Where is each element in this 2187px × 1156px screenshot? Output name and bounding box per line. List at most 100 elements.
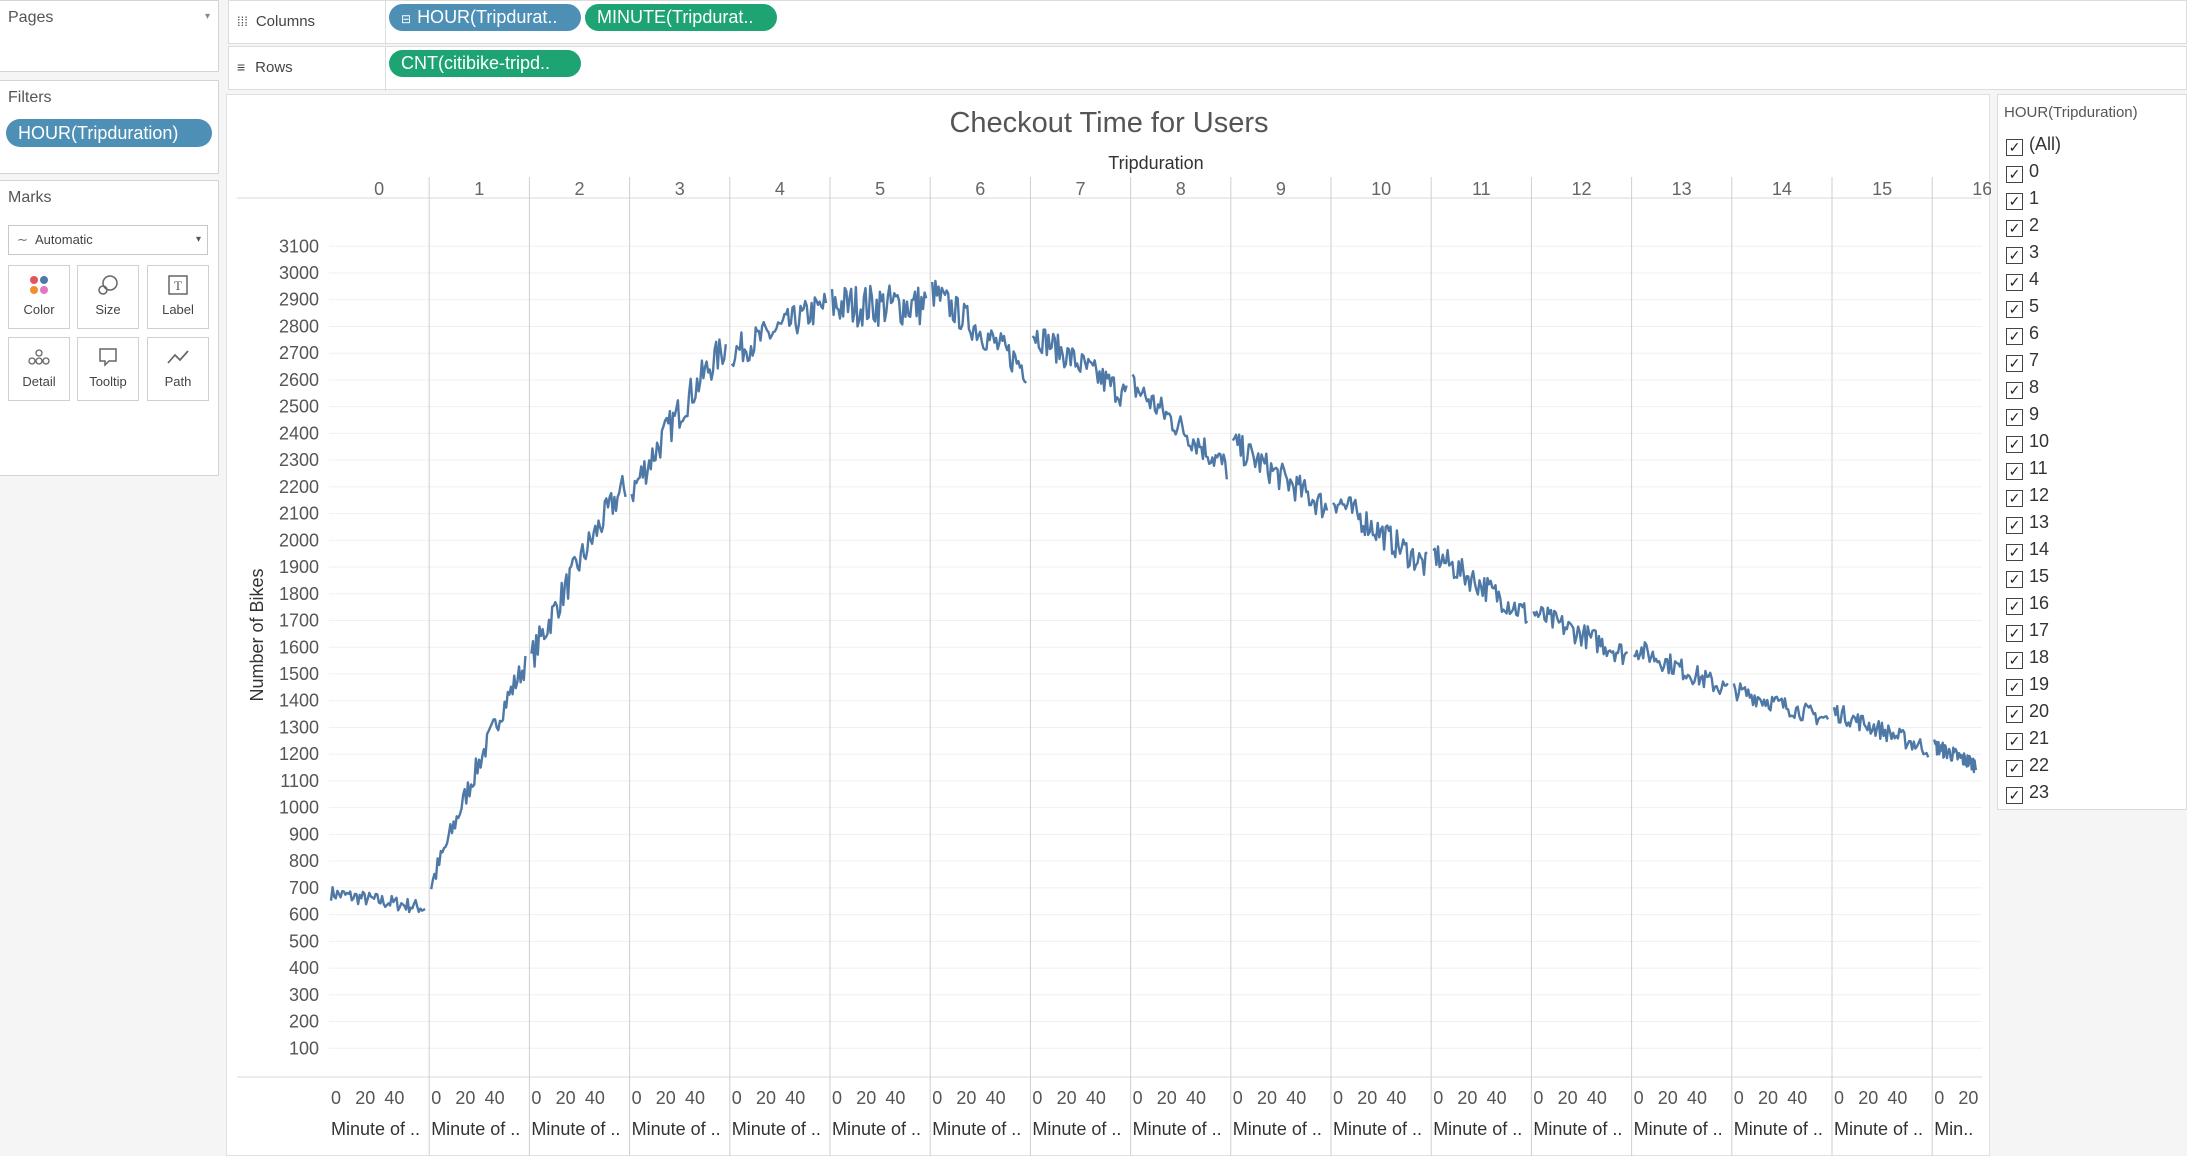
rows-icon: ≡ <box>237 59 246 75</box>
checkbox[interactable]: ✓ <box>2006 436 2023 453</box>
panel-header-label: 5 <box>875 179 885 199</box>
checkbox[interactable]: ✓ <box>2006 409 2023 426</box>
series-line-hour-11 <box>1432 545 1529 624</box>
checkbox[interactable]: ✓ <box>2006 652 2023 669</box>
columns-shelf[interactable]: ⁞⁞⁞ Columns ⊟ HOUR(Tripdurat.. MINUTE(Trip… <box>228 0 2187 45</box>
checkbox[interactable]: ✓ <box>2006 463 2023 480</box>
hour-filter-item[interactable]: ✓ 6 <box>2006 322 2039 345</box>
y-tick-label: 1500 <box>279 664 319 684</box>
hour-filter-item[interactable]: ✓ 20 <box>2006 700 2049 723</box>
checkbox[interactable]: ✓ <box>2006 787 2023 804</box>
path-button[interactable]: Path <box>147 337 209 401</box>
series-line-hour-9 <box>1231 433 1329 519</box>
rows-pill-count[interactable]: CNT(citibike-tripd.. <box>389 50 581 77</box>
series-line-hour-4 <box>730 292 828 368</box>
series-line-hour-16 <box>1933 739 1978 774</box>
detail-button[interactable]: Detail <box>8 337 70 401</box>
hour-filter-item[interactable]: ✓ 11 <box>2006 457 2048 480</box>
hour-filter-item[interactable]: ✓ 8 <box>2006 376 2039 399</box>
hour-filter-item[interactable]: ✓ 2 <box>2006 214 2039 237</box>
hour-filter-item[interactable]: ✓ 19 <box>2006 673 2049 696</box>
tooltip-button[interactable]: Tooltip <box>77 337 139 401</box>
y-tick-label: 1000 <box>279 798 319 818</box>
hour-filter-item[interactable]: ✓ 9 <box>2006 403 2039 426</box>
checkbox[interactable]: ✓ <box>2006 598 2023 615</box>
checkbox[interactable]: ✓ <box>2006 679 2023 696</box>
hour-filter-item[interactable]: ✓ 23 <box>2006 781 2050 804</box>
checkbox[interactable]: ✓ <box>2006 625 2023 642</box>
checkbox[interactable]: ✓ <box>2006 733 2023 750</box>
hour-filter-item[interactable]: ✓ 17 <box>2006 619 2049 642</box>
hour-filter-item[interactable]: ✓ 13 <box>2006 511 2049 534</box>
columns-pill-minute[interactable]: MINUTE(Tripdurat.. <box>585 4 777 31</box>
series-line-hour-0 <box>329 886 426 914</box>
hour-filter-item[interactable]: ✓ 16 <box>2006 592 2049 615</box>
filter-pill-hour-tripduration[interactable]: HOUR(Tripduration) <box>6 119 212 147</box>
x-axis-label: Minute of .. <box>331 1119 420 1139</box>
pages-title: Pages <box>8 9 54 26</box>
checkbox[interactable]: ✓ <box>2006 328 2023 345</box>
checkbox[interactable]: ✓ <box>2006 166 2023 183</box>
x-tick-label: 0 <box>331 1088 341 1108</box>
checkbox[interactable]: ✓ <box>2006 247 2023 264</box>
hour-filter-item[interactable]: ✓ 3 <box>2006 241 2039 264</box>
x-tick-label: 40 <box>1086 1088 1106 1108</box>
x-axis-label: Minute of .. <box>932 1119 1021 1139</box>
checkbox[interactable]: ✓ <box>2006 706 2023 723</box>
checkbox[interactable]: ✓ <box>2006 571 2023 588</box>
checkbox[interactable]: ✓ <box>2006 274 2023 291</box>
x-tick-label: 40 <box>1386 1088 1406 1108</box>
checkbox[interactable]: ✓ <box>2006 382 2023 399</box>
label-label: Label <box>162 302 194 317</box>
hour-filter-item[interactable]: ✓ 15 <box>2006 565 2049 588</box>
label-button[interactable]: T Label <box>147 265 209 329</box>
checkbox[interactable]: ✓ <box>2006 517 2023 534</box>
x-tick-label: 20 <box>1658 1088 1678 1108</box>
chevron-down-icon[interactable]: ▾ <box>204 11 210 22</box>
panel-header-label: 2 <box>574 179 584 199</box>
checkbox[interactable]: ✓ <box>2006 220 2023 237</box>
column-header-tripduration: Tripduration <box>1108 153 1203 173</box>
panel-header-label: 9 <box>1276 179 1286 199</box>
x-tick-label: 20 <box>355 1088 375 1108</box>
y-tick-label: 400 <box>289 958 319 978</box>
y-tick-label: 1300 <box>279 717 319 737</box>
detail-label: Detail <box>22 374 56 389</box>
hour-filter-item[interactable]: ✓ 4 <box>2006 268 2040 291</box>
mark-type-select[interactable]: ∼ Automatic ▾ <box>8 225 208 255</box>
y-tick-label: 1400 <box>279 691 319 711</box>
columns-pill-hour[interactable]: ⊟ HOUR(Tripdurat.. <box>389 4 581 31</box>
hour-filter-item[interactable]: ✓ 12 <box>2006 484 2049 507</box>
checkbox[interactable]: ✓ <box>2006 301 2023 318</box>
x-tick-label: 20 <box>1858 1088 1878 1108</box>
hour-filter-item[interactable]: ✓ 22 <box>2006 754 2049 777</box>
rows-shelf[interactable]: ≡ Rows CNT(citibike-tripd.. <box>228 46 2187 91</box>
hour-filter-item[interactable]: ✓ 18 <box>2006 646 2049 669</box>
checkbox[interactable]: ✓ <box>2006 544 2023 561</box>
checkbox[interactable]: ✓ <box>2006 355 2023 372</box>
y-tick-label: 2700 <box>279 343 319 363</box>
size-button[interactable]: Size <box>77 265 139 329</box>
x-tick-label: 40 <box>1587 1088 1607 1108</box>
hour-filter-item[interactable]: ✓ 10 <box>2006 430 2049 453</box>
hour-filter-item[interactable]: ✓ 21 <box>2006 727 2049 750</box>
hour-filter-item[interactable]: ✓ (All) <box>2006 133 2061 156</box>
hour-filter-item[interactable]: ✓ 1 <box>2006 187 2039 210</box>
y-tick-label: 2600 <box>279 370 319 390</box>
series-line-hour-13 <box>1632 641 1729 696</box>
checkbox[interactable]: ✓ <box>2006 193 2023 210</box>
hour-filter-item-label: 4 <box>2029 269 2040 289</box>
hour-filter-item[interactable]: ✓ 0 <box>2006 160 2039 183</box>
checkbox[interactable]: ✓ <box>2006 760 2023 777</box>
checkbox[interactable]: ✓ <box>2006 139 2023 156</box>
hour-filter-item[interactable]: ✓ 5 <box>2006 295 2039 318</box>
color-button[interactable]: Color <box>8 265 70 329</box>
x-tick-label: 20 <box>756 1088 776 1108</box>
panel-header-label: 8 <box>1176 179 1186 199</box>
hour-filter-item[interactable]: ✓ 14 <box>2006 538 2049 561</box>
x-tick-label: 0 <box>1533 1088 1543 1108</box>
checkbox[interactable]: ✓ <box>2006 490 2023 507</box>
hour-filter-item[interactable]: ✓ 7 <box>2006 349 2039 372</box>
x-tick-label: 20 <box>1758 1088 1778 1108</box>
hour-filter-item-label: 23 <box>2029 782 2050 802</box>
